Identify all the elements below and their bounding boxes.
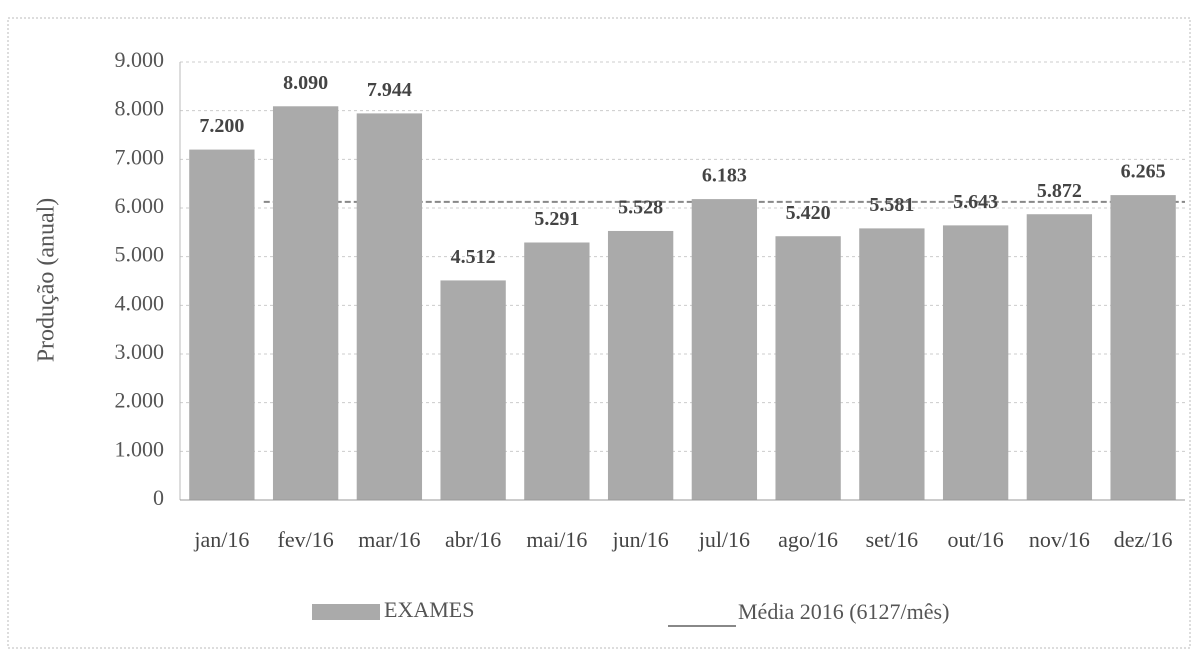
bar — [524, 242, 590, 500]
bar — [1026, 214, 1093, 500]
chart-border — [7, 17, 1191, 649]
bar — [356, 113, 423, 500]
y-tick-label: 0 — [153, 485, 164, 510]
x-tick-label: mar/16 — [358, 527, 420, 552]
legend-label: Média 2016 (6127/mês) — [738, 599, 949, 624]
x-tick-label: dez/16 — [1114, 527, 1173, 552]
data-label: 5.420 — [786, 202, 831, 224]
x-tick-label: out/16 — [948, 527, 1004, 552]
y-tick-label: 1.000 — [115, 436, 165, 461]
y-tick-label: 7.000 — [115, 144, 165, 169]
x-tick-label: ago/16 — [778, 527, 838, 552]
y-tick-label: 2.000 — [115, 388, 165, 413]
y-tick-label: 6.000 — [115, 193, 165, 218]
data-label: 4.512 — [451, 246, 496, 268]
legend-swatch — [312, 604, 380, 620]
data-label: 6.265 — [1121, 161, 1166, 183]
y-tick-label: 8.000 — [115, 96, 165, 121]
data-label: 5.643 — [953, 191, 998, 213]
data-label: 6.183 — [702, 165, 747, 187]
x-tick-label: fev/16 — [278, 527, 334, 552]
bar — [607, 230, 674, 500]
y-tick-label: 9.000 — [115, 47, 165, 72]
y-tick-label: 5.000 — [115, 242, 165, 267]
y-axis-label: Produção (anual) — [34, 198, 60, 363]
y-tick-label: 4.000 — [115, 290, 165, 315]
x-tick-label: set/16 — [866, 527, 919, 552]
legend-label: EXAMES — [384, 597, 474, 622]
data-label: 5.291 — [534, 208, 579, 230]
x-tick-label: abr/16 — [445, 527, 501, 552]
bar — [691, 199, 758, 500]
data-label: 5.872 — [1037, 180, 1082, 202]
data-label: 8.090 — [283, 72, 328, 94]
x-tick-label: jul/16 — [698, 527, 750, 552]
bar — [775, 236, 841, 500]
bar — [1110, 195, 1176, 500]
y-tick-label: 3.000 — [115, 339, 165, 364]
data-label: 5.581 — [869, 194, 914, 216]
bar — [189, 149, 255, 500]
data-label: 7.944 — [367, 79, 412, 101]
bar — [859, 228, 925, 500]
data-label: 7.200 — [199, 115, 244, 137]
bar — [942, 225, 1009, 500]
data-label: 5.528 — [618, 197, 663, 219]
bar — [440, 280, 506, 500]
x-tick-label: jun/16 — [612, 527, 669, 552]
x-tick-label: nov/16 — [1029, 527, 1090, 552]
x-tick-label: mai/16 — [526, 527, 587, 552]
x-tick-label: jan/16 — [193, 527, 249, 552]
bar — [272, 106, 339, 500]
